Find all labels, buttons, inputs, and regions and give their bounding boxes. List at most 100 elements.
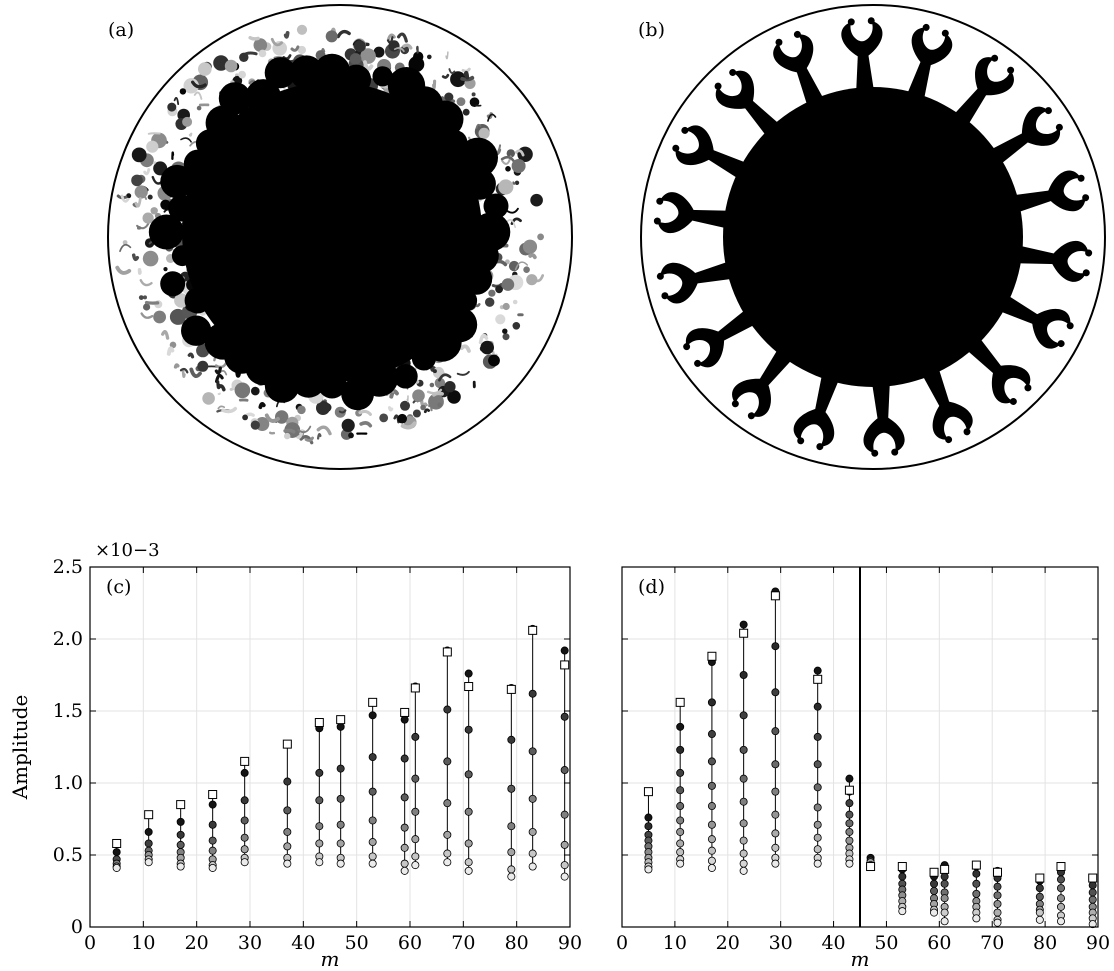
mixing-edge-lobe — [372, 66, 393, 87]
finger — [731, 347, 794, 420]
panel-b-mushroom-fingers — [653, 17, 1093, 457]
mixing-swirl — [214, 366, 222, 375]
amplitude-point — [507, 872, 516, 881]
reference-square-point — [675, 697, 685, 707]
mixing-blob — [501, 278, 515, 291]
amplitude-point — [112, 848, 121, 857]
x-tick-label: 0 — [616, 932, 628, 954]
mixing-swirl — [386, 33, 396, 42]
mixing-swirl — [387, 406, 394, 412]
reference-square-point — [144, 810, 154, 820]
mixing-swirl — [359, 421, 373, 428]
mixing-blob — [297, 45, 306, 55]
y-tick-label: 2.0 — [53, 628, 83, 650]
mixing-edge-lobe — [160, 271, 186, 297]
amplitude-point — [443, 858, 452, 867]
amplitude-point — [771, 829, 780, 838]
mixing-swirl — [423, 408, 430, 414]
mixing-swirl — [316, 433, 322, 440]
mixing-swirl — [173, 363, 180, 369]
panel-b-fingering-visualization: (b) — [638, 4, 1106, 470]
amplitude-point — [644, 813, 653, 822]
amplitude-point — [771, 760, 780, 769]
mixing-swirl — [187, 352, 195, 359]
mixing-blob — [488, 354, 500, 367]
chart-d: 0 10 20 30 40 50 60 70 80 90 (d) m — [616, 566, 1110, 971]
mixing-swirl — [191, 80, 207, 89]
mixing-swirl — [217, 392, 221, 396]
mixing-blob — [502, 333, 510, 341]
amplitude-point — [283, 827, 292, 836]
amplitude-point — [400, 754, 409, 763]
amplitude-point — [315, 796, 324, 805]
x-tick-label: 0 — [84, 932, 96, 954]
amplitude-point — [813, 666, 822, 675]
amplitude-point — [845, 799, 854, 808]
amplitude-point — [176, 840, 185, 849]
mixing-swirl — [500, 155, 516, 164]
amplitude-point — [1035, 915, 1044, 924]
y-tick-label: 0.5 — [53, 844, 83, 866]
amplitude-point — [368, 852, 377, 861]
y-tick-label: 2.5 — [53, 556, 83, 578]
amplitude-point — [240, 858, 249, 867]
mixing-swirl — [386, 36, 394, 44]
amplitude-point — [707, 698, 716, 707]
amplitude-point — [707, 835, 716, 844]
mixing-edge-lobe — [181, 315, 212, 346]
amplitude-point — [771, 727, 780, 736]
reference-square-point — [528, 625, 538, 635]
amplitude-point — [176, 817, 185, 826]
mixing-blob — [251, 386, 260, 396]
amplitude-point — [400, 843, 409, 852]
finger — [989, 106, 1063, 166]
mixing-blob — [471, 92, 476, 97]
mixing-blob — [485, 297, 495, 307]
y-tick-label: 0 — [71, 916, 83, 938]
mixing-swirl — [193, 91, 203, 100]
amplitude-point — [411, 861, 420, 870]
chart-c-x-axis-label: m — [321, 947, 340, 971]
x-tick-label: 50 — [345, 932, 369, 954]
mixing-edge-lobe — [458, 137, 498, 178]
mixing-swirl — [152, 161, 157, 165]
chart-c-grid — [89, 566, 571, 928]
mixing-blob — [420, 404, 426, 411]
mixing-swirl — [144, 300, 160, 305]
amplitude-point — [315, 858, 324, 867]
finger — [773, 30, 825, 108]
amplitude-point — [676, 786, 685, 795]
amplitude-point — [739, 745, 748, 754]
mixing-blob — [348, 432, 354, 439]
mixing-blob — [502, 328, 508, 334]
reference-square-point — [400, 707, 410, 717]
x-tick-label: 30 — [238, 932, 262, 954]
amplitude-point — [993, 908, 1002, 917]
amplitude-point — [368, 859, 377, 868]
amplitude-point — [528, 689, 537, 698]
mixing-blob — [434, 377, 446, 389]
mixing-blob — [143, 295, 147, 300]
amplitude-point — [845, 810, 854, 819]
amplitude-point — [813, 732, 822, 741]
mixing-swirl — [283, 31, 290, 39]
mixing-swirl — [438, 373, 452, 382]
mixing-blob — [373, 46, 385, 58]
mixing-blob — [354, 40, 366, 52]
mixing-blob — [462, 108, 470, 116]
amplitude-point — [507, 784, 516, 793]
mixing-swirl — [217, 405, 226, 410]
amplitude-point — [1088, 888, 1097, 897]
reference-square-point — [336, 715, 346, 725]
mixing-swirl — [514, 261, 529, 271]
mixing-blob — [427, 54, 432, 60]
mixing-blob — [202, 392, 215, 405]
mixing-blob — [325, 30, 338, 43]
mixing-edge-lobe — [289, 55, 324, 90]
amplitude-point — [707, 856, 716, 865]
amplitude-point — [1088, 895, 1097, 904]
mixing-edge-lobe — [393, 364, 418, 389]
amplitude-point — [676, 827, 685, 836]
amplitude-point — [283, 777, 292, 786]
amplitude-point — [560, 712, 569, 721]
